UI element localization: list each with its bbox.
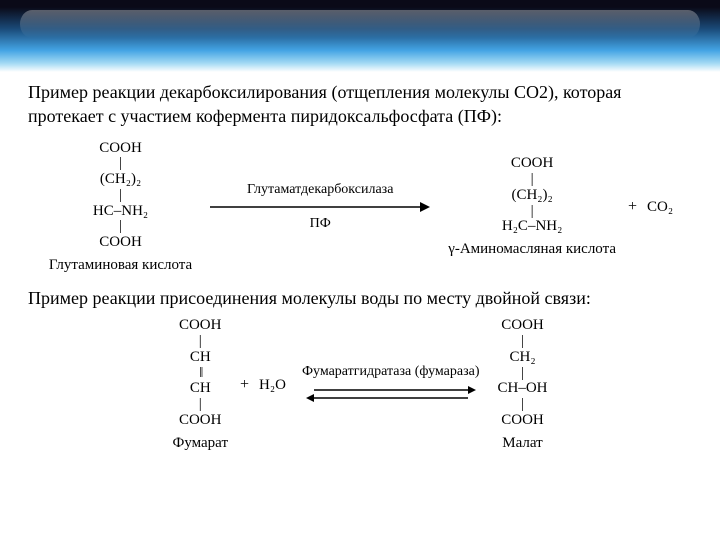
mol-line: | (119, 156, 122, 172)
mol-line: HC–NH₂ (93, 204, 148, 220)
paragraph-decarbox: Пример реакции декарбоксилирования (отще… (0, 72, 720, 133)
mol-line: | (531, 204, 534, 220)
reactant-label: Фумарат (172, 435, 228, 452)
mol-line: | (199, 397, 202, 413)
reactant-fumarate: COOH | CH ‖ CH | COOH Фумарат (172, 318, 228, 452)
paragraph-hydration: Пример реакции присоединения молекулы во… (0, 278, 720, 314)
reactant-label: Глутаминовая кислота (49, 257, 192, 274)
mol-line: | (119, 188, 122, 204)
product-label: Малат (502, 435, 542, 452)
mol-line: COOH (99, 235, 142, 251)
mol-line: COOH (179, 318, 222, 334)
mol-line: | (521, 366, 524, 382)
mol-line: | (119, 219, 122, 235)
enzyme-name: Глутаматдекарбоксилаза (247, 182, 393, 198)
enzyme-name: Фумаратгидратаза (фумараза) (302, 364, 480, 380)
reaction1-arrow-block: Глутаматдекарбоксилаза ПФ (210, 182, 430, 232)
product-gaba: COOH | (CH₂)₂ | H₂C–NH₂ γ-Аминомасляная … (448, 156, 616, 258)
mol-line: | (531, 172, 534, 188)
reaction-hydration: COOH | CH ‖ CH | COOH Фумарат + H₂O Фума… (0, 314, 720, 456)
mol-line: CH₂ (509, 350, 535, 366)
mol-line: COOH (511, 156, 554, 172)
plus-sign: + (240, 376, 249, 394)
mol-line: | (521, 334, 524, 350)
byproduct-co2: CO₂ (647, 199, 673, 216)
mol-line: CH (190, 350, 211, 366)
reaction2-arrow-block: Фумаратгидратаза (фумараза) (302, 364, 480, 406)
plus-sign: + (628, 198, 637, 216)
mol-line: CH (190, 381, 211, 397)
slide-header-band (0, 0, 720, 72)
double-bond: ‖ (199, 366, 201, 382)
product-malate: COOH | CH₂ | CH–OH | COOH Малат (498, 318, 548, 452)
product-label: γ-Аминомасляная кислота (448, 241, 616, 258)
mol-line: H₂C–NH₂ (502, 219, 562, 235)
mol-line: | (199, 334, 202, 350)
mol-line: COOH (179, 413, 222, 429)
mol-line: (CH₂)₂ (511, 188, 552, 204)
reactant-glutamic-acid: COOH | (CH₂)₂ | HC–NH₂ | COOH Глутаминов… (49, 141, 192, 275)
mol-line: | (521, 397, 524, 413)
mol-line: COOH (99, 141, 142, 157)
water-molecule: H₂O (259, 377, 286, 394)
coenzyme-label: ПФ (310, 216, 331, 232)
reaction-decarboxylation: COOH | (CH₂)₂ | HC–NH₂ | COOH Глутаминов… (0, 133, 720, 279)
mol-line: COOH (501, 413, 544, 429)
mol-line: CH–OH (498, 381, 548, 397)
mol-line: COOH (501, 318, 544, 334)
mol-line: (CH₂)₂ (100, 172, 141, 188)
arrow-right-icon (210, 200, 430, 214)
reversible-arrow-icon (306, 382, 476, 406)
